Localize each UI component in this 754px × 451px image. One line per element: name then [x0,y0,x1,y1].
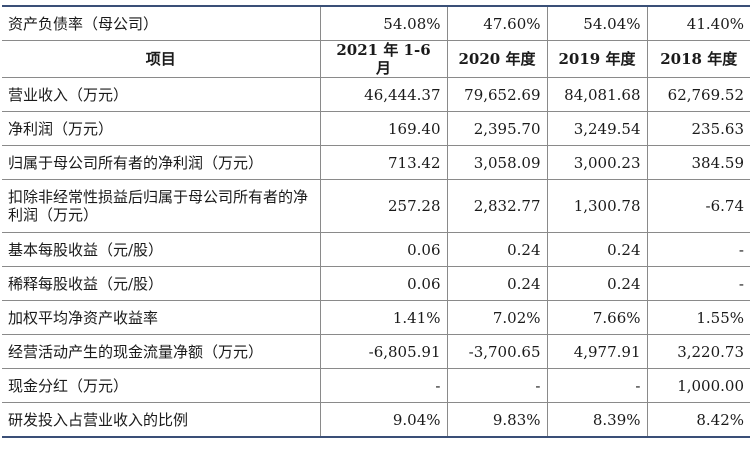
cell-value: -6.74 [646,179,750,233]
cell-value: 8.39% [546,402,648,438]
cell-value: 62,769.52 [646,77,750,112]
row-label: 现金分红（万元） [2,368,321,403]
cell-value: 0.06 [319,232,448,267]
cell-value: 9.83% [446,402,548,438]
cell-value: 54.08% [319,5,448,41]
row-label: 扣除非经常性损益后归属于母公司所有者的净利润（万元） [2,179,321,233]
cell-value: 1,300.78 [546,179,648,233]
cell-value: 2,832.77 [446,179,548,233]
cell-value: 7.66% [546,300,648,335]
table-row: 营业收入（万元） 46,444.37 79,652.69 84,081.68 6… [2,77,750,112]
table-row: 研发投入占营业收入的比例 9.04% 9.83% 8.39% 8.42% [2,402,750,438]
cell-value: 79,652.69 [446,77,548,112]
cell-value: 2,395.70 [446,111,548,146]
cell-value: 3,220.73 [646,334,750,369]
table-header-row: 项目 2021 年 1-6 月 2020 年度 2019 年度 2018 年度 [2,40,750,78]
table-row: 基本每股收益（元/股） 0.06 0.24 0.24 - [2,232,750,267]
cell-value: - [319,368,448,403]
cell-value: 257.28 [319,179,448,233]
cell-value: 9.04% [319,402,448,438]
row-label: 加权平均净资产收益率 [2,300,321,335]
column-header-year: 2021 年 1-6 月 [319,40,448,78]
cell-value: 47.60% [446,5,548,41]
cell-value: 1.55% [646,300,750,335]
cell-value: 1,000.00 [646,368,750,403]
table-row: 资产负债率（母公司） 54.08% 47.60% 54.04% 41.40% [2,5,750,41]
row-label: 研发投入占营业收入的比例 [2,402,321,438]
cell-value: 54.04% [546,5,648,41]
cell-value: 8.42% [646,402,750,438]
cell-value: 41.40% [646,5,750,41]
cell-value: -6,805.91 [319,334,448,369]
cell-value: -3,700.65 [446,334,548,369]
column-header-year: 2020 年度 [446,40,548,78]
financial-indicators-table: 资产负债率（母公司） 54.08% 47.60% 54.04% 41.40% 项… [2,5,750,438]
cell-value: 0.24 [446,232,548,267]
cell-value: - [646,266,750,301]
cell-value: - [646,232,750,267]
cell-value: - [546,368,648,403]
column-header-year: 2019 年度 [546,40,648,78]
cell-value: 84,081.68 [546,77,648,112]
row-label: 归属于母公司所有者的净利润（万元） [2,145,321,180]
cell-value: 169.40 [319,111,448,146]
cell-value: 0.24 [446,266,548,301]
cell-value: 46,444.37 [319,77,448,112]
row-label: 营业收入（万元） [2,77,321,112]
column-header-item: 项目 [2,40,321,78]
cell-value: 1.41% [319,300,448,335]
table-row: 经营活动产生的现金流量净额（万元） -6,805.91 -3,700.65 4,… [2,334,750,369]
cell-value: 3,249.54 [546,111,648,146]
row-label: 基本每股收益（元/股） [2,232,321,267]
cell-value: - [446,368,548,403]
table-row: 归属于母公司所有者的净利润（万元） 713.42 3,058.09 3,000.… [2,145,750,180]
cell-value: 4,977.91 [546,334,648,369]
row-label: 资产负债率（母公司） [2,5,321,41]
cell-value: 0.06 [319,266,448,301]
cell-value: 7.02% [446,300,548,335]
table-row: 净利润（万元） 169.40 2,395.70 3,249.54 235.63 [2,111,750,146]
cell-value: 3,058.09 [446,145,548,180]
table-row: 现金分红（万元） - - - 1,000.00 [2,368,750,403]
table-row: 加权平均净资产收益率 1.41% 7.02% 7.66% 1.55% [2,300,750,335]
cell-value: 0.24 [546,266,648,301]
row-label: 经营活动产生的现金流量净额（万元） [2,334,321,369]
cell-value: 384.59 [646,145,750,180]
column-header-year: 2018 年度 [646,40,750,78]
cell-value: 713.42 [319,145,448,180]
table-row: 扣除非经常性损益后归属于母公司所有者的净利润（万元） 257.28 2,832.… [2,179,750,233]
row-label: 稀释每股收益（元/股） [2,266,321,301]
table-row: 稀释每股收益（元/股） 0.06 0.24 0.24 - [2,266,750,301]
cell-value: 3,000.23 [546,145,648,180]
cell-value: 235.63 [646,111,750,146]
row-label: 净利润（万元） [2,111,321,146]
cell-value: 0.24 [546,232,648,267]
